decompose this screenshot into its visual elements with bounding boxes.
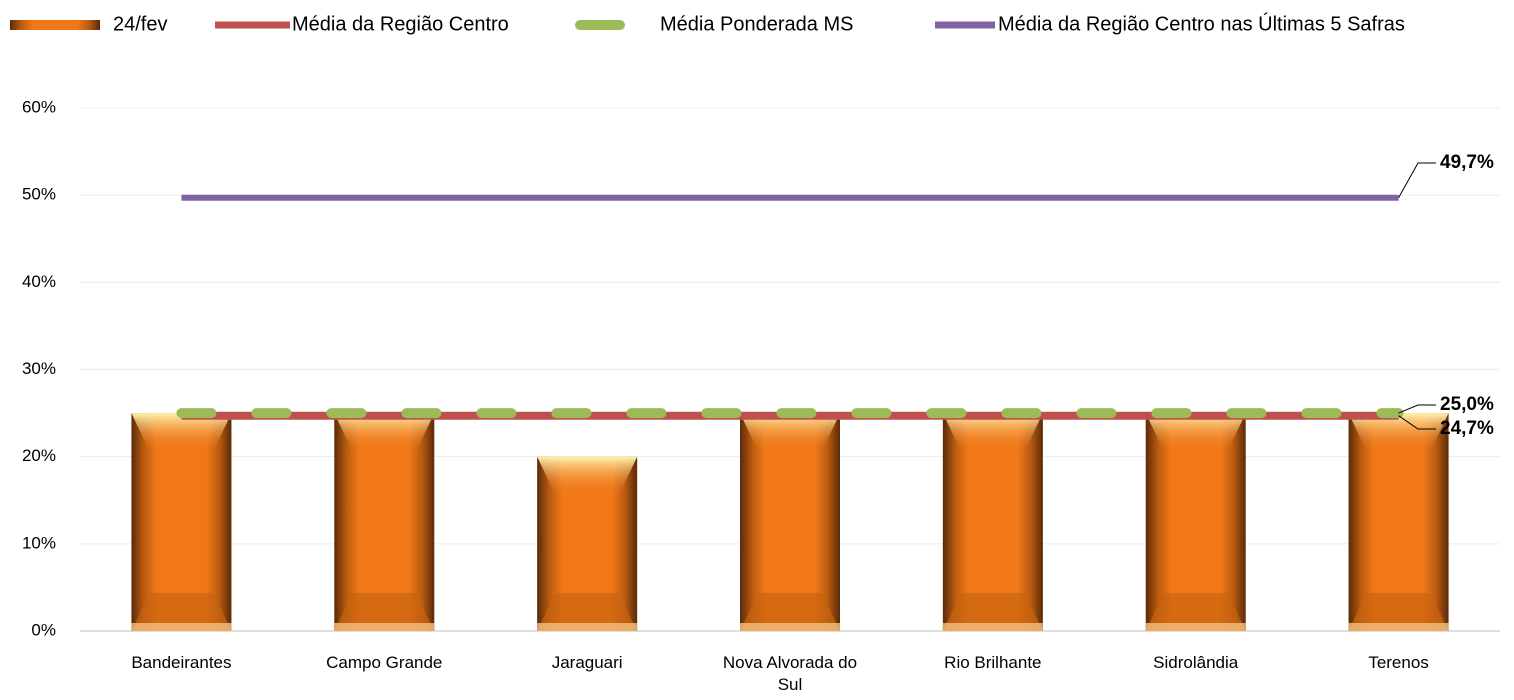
bar-bevel-top (537, 456, 638, 495)
bar-bevel-top (1348, 413, 1449, 452)
bar-bevel-bottom (1348, 593, 1449, 631)
x-tick-label: Rio Brilhante (944, 653, 1042, 672)
bar-base (740, 623, 840, 631)
y-tick-label: 40% (22, 272, 56, 291)
data-label: 24,7% (1440, 418, 1494, 439)
y-tick-label: 30% (22, 359, 56, 378)
x-tick-label: Sidrolândia (1153, 653, 1239, 672)
legend-swatch (10, 20, 100, 30)
bar-bevel-top (740, 413, 840, 452)
legend-label: Média Ponderada MS (660, 13, 853, 35)
bar (334, 413, 435, 631)
legend-label: 24/fev (113, 13, 167, 35)
bar-bevel-bottom (942, 593, 1043, 631)
data-label: 49,7% (1440, 152, 1494, 173)
bar (942, 413, 1043, 631)
bar-bevel-bottom (334, 593, 435, 631)
data-label: 25,0% (1440, 394, 1494, 415)
bar (1145, 413, 1246, 631)
bar (131, 413, 232, 631)
bar-bevel-top (334, 413, 435, 452)
leader-line (1398, 415, 1436, 430)
bar (1348, 413, 1449, 631)
x-tick-label: Campo Grande (326, 653, 443, 672)
x-tick-label: Jaraguari (551, 653, 623, 672)
bar-bevel-bottom (1145, 593, 1246, 631)
y-tick-label: 60% (22, 97, 56, 116)
bar-base (537, 623, 638, 631)
bar-bevel-bottom (537, 593, 638, 631)
bar-base (1348, 623, 1449, 631)
bar-base (334, 623, 435, 631)
x-tick-label: Terenos (1368, 653, 1429, 672)
bar (740, 413, 840, 631)
legend-label: Média da Região Centro (292, 13, 509, 35)
bar-bevel-bottom (740, 593, 840, 631)
bar-base (1145, 623, 1246, 631)
x-tick-label: Bandeirantes (131, 653, 232, 672)
bar-bevel-bottom (131, 593, 232, 631)
y-tick-label: 20% (22, 446, 56, 465)
bar (537, 456, 638, 631)
bar-bevel-top (942, 413, 1043, 452)
y-tick-label: 10% (22, 533, 56, 552)
y-tick-label: 0% (31, 620, 56, 639)
legend-label: Média da Região Centro nas Últimas 5 Saf… (998, 12, 1405, 35)
leader-line (1398, 162, 1436, 199)
y-tick-label: 50% (22, 185, 56, 204)
bar-base (131, 623, 232, 631)
leader-line (1398, 404, 1436, 414)
bar-base (942, 623, 1043, 631)
bar-bevel-top (131, 413, 232, 452)
bar-bevel-top (1145, 413, 1246, 452)
x-tick-label: Nova Alvorada do Sul (722, 653, 858, 694)
